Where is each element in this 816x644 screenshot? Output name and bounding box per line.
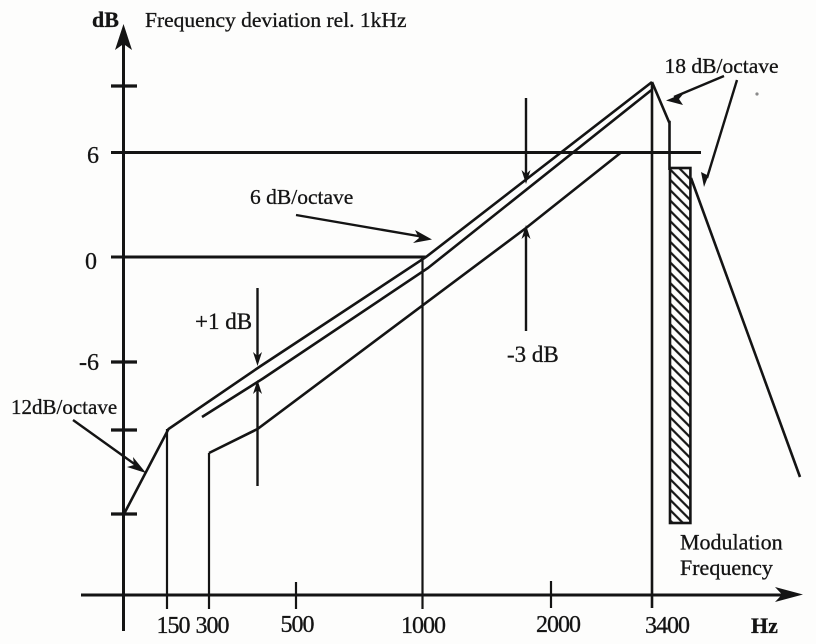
svg-text:500: 500 [281,612,315,638]
svg-text:Frequency: Frequency [680,555,773,580]
svg-text:Hz: Hz [751,613,778,638]
svg-text:3400: 3400 [645,613,690,639]
svg-text:+1 dB: +1 dB [195,309,252,334]
svg-text:dB: dB [92,7,119,32]
svg-text:-3 dB: -3 dB [507,342,559,367]
svg-text:12dB/octave: 12dB/octave [11,395,117,419]
svg-text:150: 150 [157,613,191,639]
svg-text:6: 6 [87,143,99,169]
svg-text:0: 0 [85,249,97,275]
svg-text:Modulation: Modulation [680,530,783,555]
svg-text:1000: 1000 [401,613,446,639]
svg-text:6 dB/octave: 6 dB/octave [250,185,353,209]
svg-text:Frequency deviation rel. 1kHz: Frequency deviation rel. 1kHz [145,8,407,32]
svg-text:2000: 2000 [536,612,581,638]
svg-text:-6: -6 [79,350,99,376]
svg-text:300: 300 [196,613,230,639]
svg-text:18 dB/octave: 18 dB/octave [665,54,779,78]
